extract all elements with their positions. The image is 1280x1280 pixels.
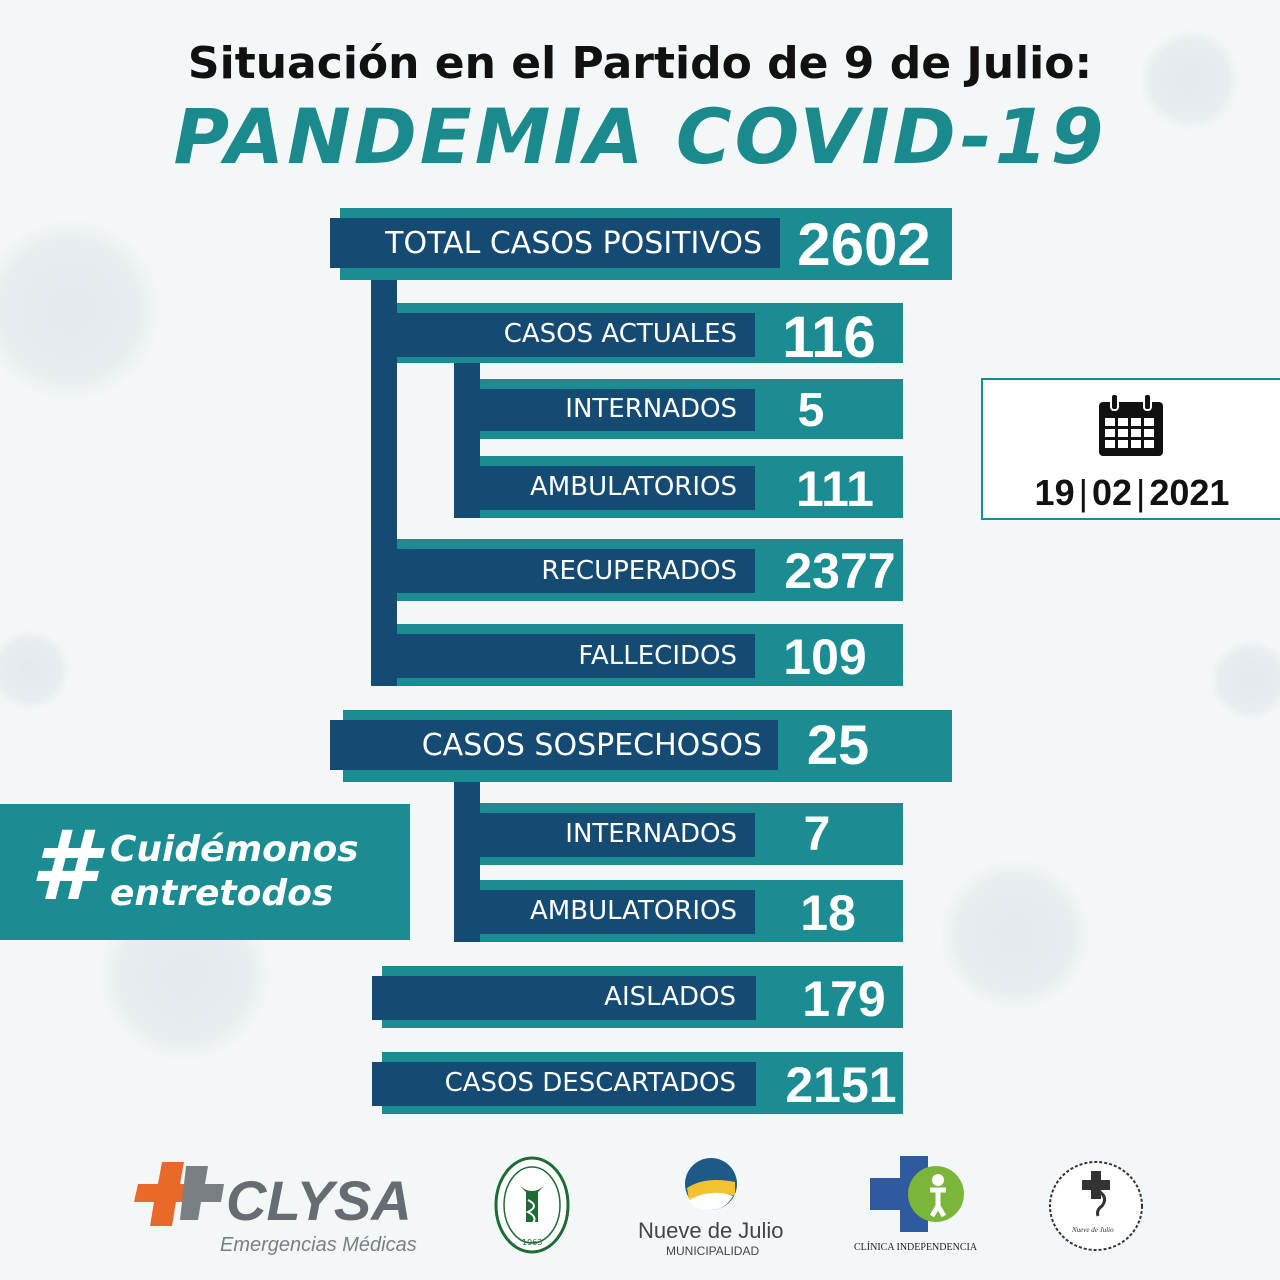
seal-text: Nueve de Julio [1072,1226,1114,1234]
stat-label: INTERNADOS [565,394,737,424]
cross-icon [134,1162,224,1226]
clysa-name: CLYSA [226,1169,412,1232]
virus-decoration [0,630,70,710]
page-title: Situación en el Partido de 9 de Julio: [187,38,1093,89]
circulo-medico-logo: 1963 [494,1156,570,1254]
stat-label: INTERNADOS [565,819,737,849]
virus-decoration [940,860,1090,1010]
clinica-name: CLÍNICA INDEPENDENCIA [854,1242,978,1253]
stat-value: 116 [782,305,876,370]
municipalidad-logo: Nueve de Julio MUNICIPALIDAD [636,1156,786,1260]
stat-label: CASOS ACTUALES [503,319,737,349]
clinica-logo: CLÍNICA INDEPENDENCIA [854,1156,984,1256]
stat-value: 109 [783,629,867,685]
date-year: 2021 [1149,472,1230,513]
tree-spine-sospechosos [454,770,480,942]
calendar-icon [1099,394,1163,456]
tree-spine-actuales [454,360,480,518]
circulo-year: 1963 [522,1238,543,1247]
stat-value: 5 [797,384,825,437]
stat-label: CASOS DESCARTADOS [444,1068,736,1098]
stat-value: 2151 [785,1057,897,1113]
tree-spine-main [371,268,397,686]
page-subtitle: PANDEMIA COVID-19 [173,92,1107,181]
hashtag-banner: # Cuidémonos entretodos [0,804,410,940]
clysa-tagline: Emergencias Médicas [220,1234,417,1256]
stat-value: 2602 [797,211,931,278]
clysa-logo: CLYSA Emergencias Médicas [134,1158,424,1258]
date-panel: 19 | 02 | 2021 [981,378,1280,520]
clinica-cross-icon [870,1156,964,1232]
hashtag-symbol: # [30,810,97,922]
stat-value: 25 [806,713,870,776]
municipalidad-name: Nueve de Julio [638,1218,784,1243]
stat-label: RECUPERADOS [541,556,737,586]
stat-label: AMBULATORIOS [530,472,737,502]
stat-value: 7 [803,808,831,861]
seal-logo: Nueve de Julio [1046,1158,1146,1254]
virus-decoration [0,220,160,400]
stat-label: CASOS SOSPECHOSOS [421,728,762,763]
medical-seal-icon [494,1156,570,1254]
stat-value: 18 [800,885,856,941]
date-separator: | [1078,472,1088,513]
date-month: 02 [1091,472,1132,513]
date-text: 19 | 02 | 2021 [983,472,1280,514]
hashtag-line1: Cuidémonos [110,829,359,870]
date-separator: | [1136,472,1146,513]
stat-value: 2377 [784,543,896,599]
stat-label: FALLECIDOS [578,641,737,671]
municipalidad-sub: MUNICIPALIDAD [666,1244,760,1258]
date-day: 19 [1034,472,1075,513]
stat-label: TOTAL CASOS POSITIVOS [385,226,762,261]
stat-value: 111 [796,461,874,517]
hashtag-line2: entretodos [110,873,334,914]
stat-label: AMBULATORIOS [530,896,737,926]
stat-label: AISLADOS [604,982,736,1012]
virus-decoration [1210,640,1280,720]
municipalidad-emblem-icon [685,1158,737,1210]
seal-cross-icon [1049,1161,1143,1251]
virus-decoration [1140,30,1240,130]
stat-value: 179 [802,971,886,1027]
